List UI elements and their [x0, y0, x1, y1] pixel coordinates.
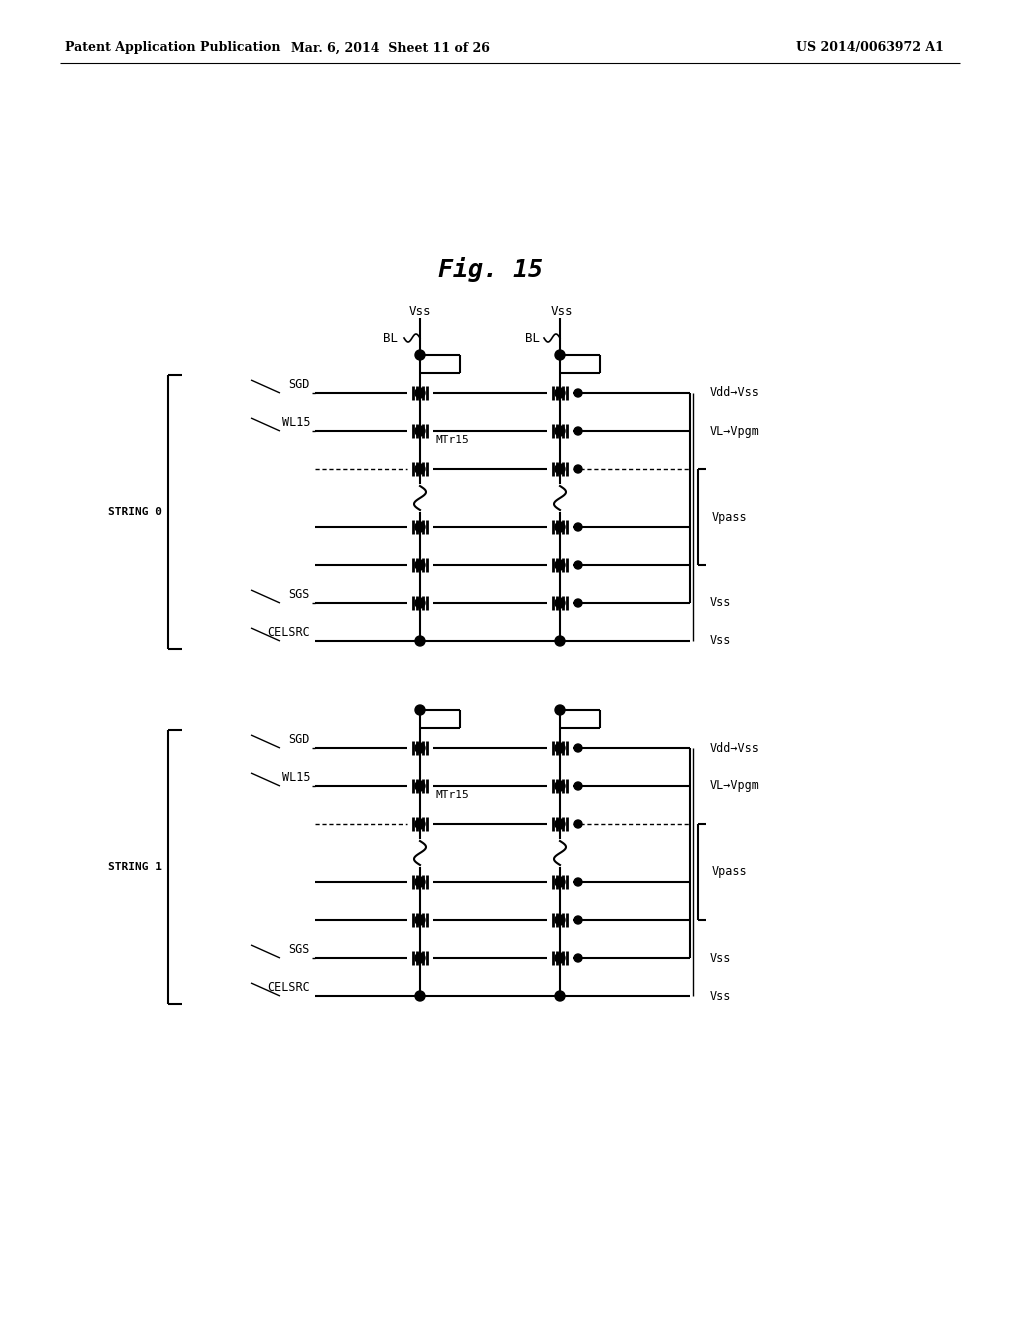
Text: BL: BL [383, 331, 398, 345]
Text: Vss: Vss [710, 952, 731, 965]
Circle shape [415, 350, 425, 360]
Text: Patent Application Publication: Patent Application Publication [65, 41, 281, 54]
Text: SGD: SGD [289, 733, 310, 746]
Text: STRING 0: STRING 0 [108, 507, 162, 517]
Text: Vss: Vss [710, 635, 731, 648]
Text: Vdd→Vss: Vdd→Vss [710, 387, 760, 400]
Bar [408, 840, 432, 867]
Circle shape [555, 781, 565, 791]
Circle shape [415, 818, 425, 829]
Text: US 2014/0063972 A1: US 2014/0063972 A1 [796, 41, 944, 54]
Circle shape [574, 426, 582, 436]
Circle shape [555, 818, 565, 829]
Circle shape [555, 560, 565, 570]
Circle shape [555, 743, 565, 752]
Text: CELSRC: CELSRC [267, 626, 310, 639]
Text: Vss: Vss [551, 305, 573, 318]
Text: Vss: Vss [409, 305, 431, 318]
Text: VL→Vpgm: VL→Vpgm [710, 425, 760, 437]
Circle shape [555, 636, 565, 645]
Circle shape [555, 915, 565, 925]
Circle shape [415, 705, 425, 715]
Text: Vss: Vss [710, 597, 731, 610]
Text: Mar. 6, 2014  Sheet 11 of 26: Mar. 6, 2014 Sheet 11 of 26 [291, 41, 489, 54]
Bar [548, 840, 572, 867]
Text: WL15: WL15 [282, 416, 310, 429]
Circle shape [555, 598, 565, 609]
Circle shape [574, 744, 582, 752]
Circle shape [574, 389, 582, 397]
Text: Vdd→Vss: Vdd→Vss [710, 742, 760, 755]
Text: MTr15: MTr15 [435, 789, 469, 800]
Circle shape [555, 426, 565, 436]
Circle shape [574, 523, 582, 531]
Text: VL→Vpgm: VL→Vpgm [710, 780, 760, 792]
Circle shape [574, 878, 582, 886]
Text: STRING 1: STRING 1 [108, 862, 162, 873]
Circle shape [415, 426, 425, 436]
Circle shape [555, 953, 565, 964]
Text: Fig. 15: Fig. 15 [437, 257, 543, 282]
Circle shape [555, 521, 565, 532]
Circle shape [574, 820, 582, 828]
Bar [548, 484, 572, 512]
Circle shape [574, 465, 582, 473]
Circle shape [415, 521, 425, 532]
Text: Vpass: Vpass [712, 511, 748, 524]
Circle shape [415, 915, 425, 925]
Text: WL15: WL15 [282, 771, 310, 784]
Circle shape [415, 465, 425, 474]
Circle shape [555, 388, 565, 399]
Text: SGS: SGS [289, 942, 310, 956]
Circle shape [555, 991, 565, 1001]
Text: Vss: Vss [710, 990, 731, 1002]
Circle shape [574, 561, 582, 569]
Circle shape [555, 465, 565, 474]
Circle shape [415, 388, 425, 399]
Circle shape [555, 876, 565, 887]
Text: SGS: SGS [289, 587, 310, 601]
Circle shape [574, 916, 582, 924]
Circle shape [415, 876, 425, 887]
Circle shape [415, 560, 425, 570]
Circle shape [415, 953, 425, 964]
Text: Vpass: Vpass [712, 866, 748, 879]
Text: MTr15: MTr15 [435, 436, 469, 445]
Circle shape [574, 954, 582, 962]
Circle shape [415, 991, 425, 1001]
Circle shape [574, 599, 582, 607]
Circle shape [415, 636, 425, 645]
Text: CELSRC: CELSRC [267, 981, 310, 994]
Circle shape [574, 781, 582, 789]
Text: BL: BL [525, 331, 540, 345]
Circle shape [555, 350, 565, 360]
Bar [408, 484, 432, 512]
Circle shape [555, 705, 565, 715]
Circle shape [415, 743, 425, 752]
Circle shape [415, 781, 425, 791]
Circle shape [415, 598, 425, 609]
Text: SGD: SGD [289, 378, 310, 391]
